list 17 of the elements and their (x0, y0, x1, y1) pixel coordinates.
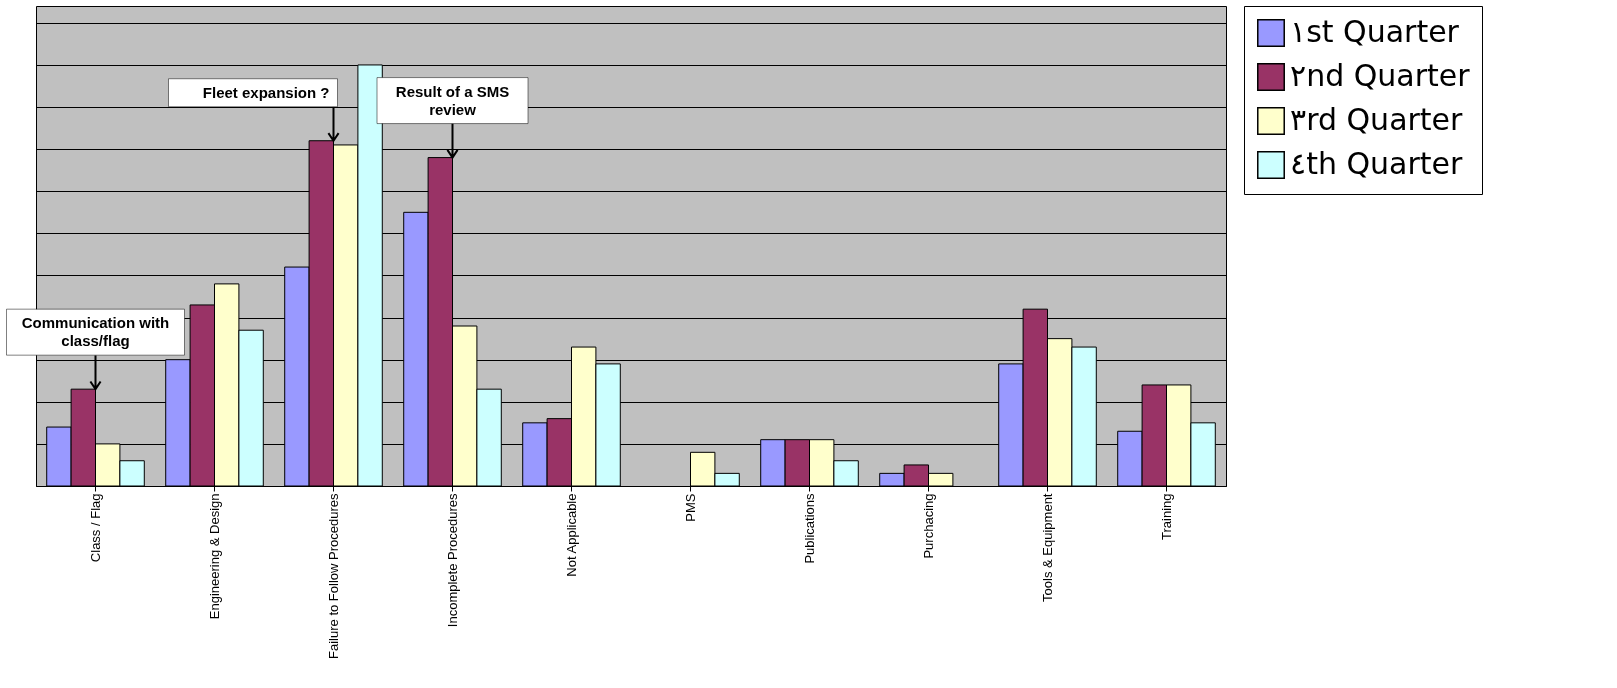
legend-label: ١st Quarter (1290, 14, 1460, 49)
x-tick-label: Engineering & Design (206, 493, 222, 620)
annotation: Communication with class/flag (21, 314, 170, 350)
x-tick-label: Tools & Equipment (1039, 493, 1055, 602)
x-tick-label: Failure to Follow Procedures (325, 493, 341, 659)
annotation: Result of a SMS review (395, 82, 510, 118)
x-tick-label: Training (1158, 493, 1174, 540)
x-tick-label: Publications (801, 493, 817, 564)
x-tick-label: Not Applicable (563, 493, 579, 577)
legend-label: ٤th Quarter (1290, 146, 1463, 181)
legend-label: ٣rd Quarter (1290, 102, 1464, 137)
legend-label: ٢nd Quarter (1290, 58, 1471, 93)
x-tick-label: Purchacing (920, 493, 936, 559)
x-tick-label: Incomplete Procedures (444, 493, 460, 628)
x-tick-label: Class / Flag (87, 493, 103, 563)
x-tick-label: PMS (682, 493, 698, 522)
annotation: Fleet expansion ? (202, 83, 330, 101)
